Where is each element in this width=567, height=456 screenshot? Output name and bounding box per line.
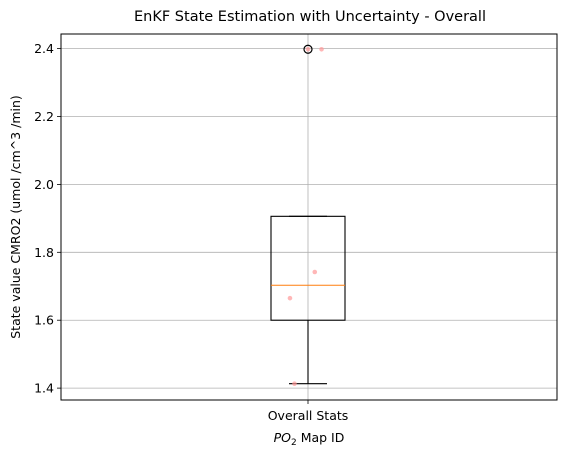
y-tick-label: 2.2: [34, 109, 54, 124]
chart-title: EnKF State Estimation with Uncertainty -…: [134, 9, 486, 25]
y-tick-label: 2.0: [34, 177, 54, 192]
data-point: [319, 46, 324, 52]
grid: [61, 34, 557, 400]
axes: 1.4 1.6 1.8 2.0 2.2 2.4 Overall Stats: [34, 41, 348, 423]
y-tick-label: 2.4: [34, 41, 54, 56]
outlier-marker: [303, 44, 313, 54]
data-point: [305, 46, 311, 52]
x-tick-label: Overall Stats: [268, 408, 349, 423]
data-point: [287, 295, 293, 301]
y-tick-label: 1.8: [34, 245, 54, 260]
jitter-points: [287, 46, 324, 387]
box-plot: [270, 44, 346, 385]
y-tick-label: 1.6: [34, 313, 54, 328]
data-point: [312, 269, 318, 275]
y-axis-label: State value CMRO2 (umol /cm^3 /min): [8, 95, 23, 339]
plot-area-frame: [60, 33, 558, 401]
data-point: [292, 381, 297, 387]
y-tick-label: 1.4: [34, 381, 54, 396]
x-axis-label: PO2 Map ID: [274, 430, 345, 448]
